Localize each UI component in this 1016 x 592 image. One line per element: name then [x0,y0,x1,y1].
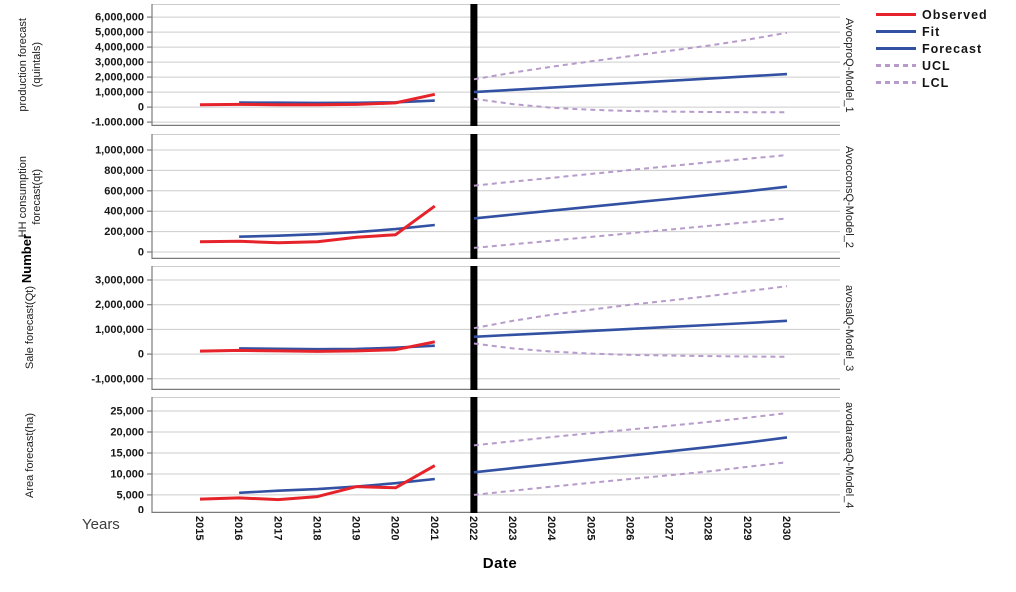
legend-item-ucl: UCL [876,57,988,74]
year-tick-label: 2023 [506,516,518,541]
panel-right-label-1: AvocproQ-Model_1 [840,4,880,126]
year-tick-label: 2015 [193,516,205,541]
solid-line-sample [876,13,916,16]
year-tick-label: 2020 [388,516,401,541]
svg-text:0: 0 [138,102,144,114]
svg-text:200,000: 200,000 [104,226,144,238]
svg-text:1,000,000: 1,000,000 [95,324,144,336]
legend-item-observed: Observed [876,6,988,23]
svg-text:5,000,000: 5,000,000 [95,27,144,39]
svg-text:5,000: 5,000 [116,489,144,501]
panel-area: Area forecast(ha) 25,000 20,000 15,000 10,0… [0,397,880,513]
year-tick-label: 2029 [740,516,753,541]
axis-title-line: production forecast [16,18,29,112]
years-label: Years [82,516,120,533]
year-tick-label: 2021 [427,516,440,541]
svg-text:3,000,000: 3,000,000 [95,275,144,287]
axis-title-line: forecast(qt) [30,168,43,225]
svg-text:800,000: 800,000 [104,165,144,177]
legend-item-lcl: LCL [876,74,988,91]
model-label: avodaraeaQ-Model_4 [843,401,855,509]
svg-text:600,000: 600,000 [104,185,144,197]
axis-title-line: Sale forecast(Qt) [23,286,36,370]
year-tick-label: 2019 [349,516,362,541]
legend: Observed Fit Forecast UCL LCL [876,6,988,91]
year-tick-label: 2022 [466,516,479,541]
panel-right-label-3: avosalQ-Model_3 [840,266,880,390]
year-tick-label: 2027 [662,516,675,541]
svg-text:4,000,000: 4,000,000 [95,42,144,54]
year-tick-label: 2017 [271,516,284,541]
year-tick-label: 2024 [545,516,558,541]
svg-text:1,000,000: 1,000,000 [95,87,144,99]
svg-text:-1,000,000: -1,000,000 [91,373,144,385]
model-label: AvocconsQ-Model_2 [843,145,855,248]
svg-text:0: 0 [138,247,144,259]
panel-production: production forecast (quintals) 6,000,000 5… [0,4,880,126]
svg-text:6,000,000: 6,000,000 [95,12,144,24]
legend-item-forecast: Forecast [876,40,988,57]
svg-text:25,000: 25,000 [110,406,144,418]
area-plot: 25,000 20,000 15,000 10,000 5,000 0 [110,397,840,514]
production-plot: 6,000,000 5,000,000 4,000,000 3,000,000 2,00… [91,4,840,126]
axis-title-line: (quintals) [30,42,43,88]
axis-title-line: HH consumption [16,155,29,238]
year-tick-label: 2016 [232,516,245,541]
area-axis-title: Area forecast(ha) [0,397,60,513]
x-axis-title: Date [482,555,518,572]
sale-axis-title: Sale forecast(Qt) [0,266,60,390]
legend-label: Fit [922,24,941,39]
year-tick-label: 2018 [310,516,323,541]
svg-text:2,000,000: 2,000,000 [95,72,144,84]
panel-right-label-2: AvocconsQ-Model_2 [840,134,880,259]
legend-label: Forecast [922,41,983,56]
legend-label: UCL [922,58,951,73]
svg-text:-1,000,000: -1,000,000 [91,117,144,126]
svg-text:0: 0 [138,349,144,361]
consumption-plot: 1,000,000 800,000 600,000 400,000 200,000 0 [95,134,840,259]
year-tick-label: 2028 [701,516,714,541]
svg-text:400,000: 400,000 [104,206,144,218]
svg-text:10,000: 10,000 [110,469,144,481]
panel-consumption: HH consumption forecast(qt) 1,000,000 800,… [0,134,880,259]
production-axis-title: production forecast (quintals) [0,4,60,126]
dashed-line-sample [876,81,916,84]
svg-text:1,000,000: 1,000,000 [95,145,144,157]
model-label: avosalQ-Model_3 [843,284,855,372]
consumption-axis-title: HH consumption forecast(qt) [0,134,60,259]
model-label: AvocproQ-Model_1 [843,17,855,113]
legend-label: LCL [922,75,950,90]
dashed-line-sample [876,64,916,67]
legend-item-fit: Fit [876,23,988,40]
svg-text:20,000: 20,000 [110,427,144,439]
solid-line-sample [876,47,916,50]
year-tick-label: 2025 [584,516,597,541]
year-tick-label: 2030 [780,516,792,541]
x-axis-year-labels: 2015 2016 2017 2018 2019 2020 2021 2022 2023 2024… [60,513,840,557]
svg-text:0: 0 [138,505,144,514]
sale-plot: 3,000,000 2,000,000 1,000,000 0 -1,000,000 [91,266,840,390]
axis-title-line: Area forecast(ha) [23,412,36,498]
panel-sale: Sale forecast(Qt) 3,000,000 2,000,000 1,00… [0,266,880,390]
panel-right-label-4: avodaraeaQ-Model_4 [840,397,880,513]
legend-label: Observed [922,7,988,22]
svg-text:15,000: 15,000 [110,448,144,460]
svg-text:3,000,000: 3,000,000 [95,57,144,69]
year-tick-label: 2026 [623,516,636,541]
svg-text:2,000,000: 2,000,000 [95,299,144,311]
solid-line-sample [876,30,916,33]
